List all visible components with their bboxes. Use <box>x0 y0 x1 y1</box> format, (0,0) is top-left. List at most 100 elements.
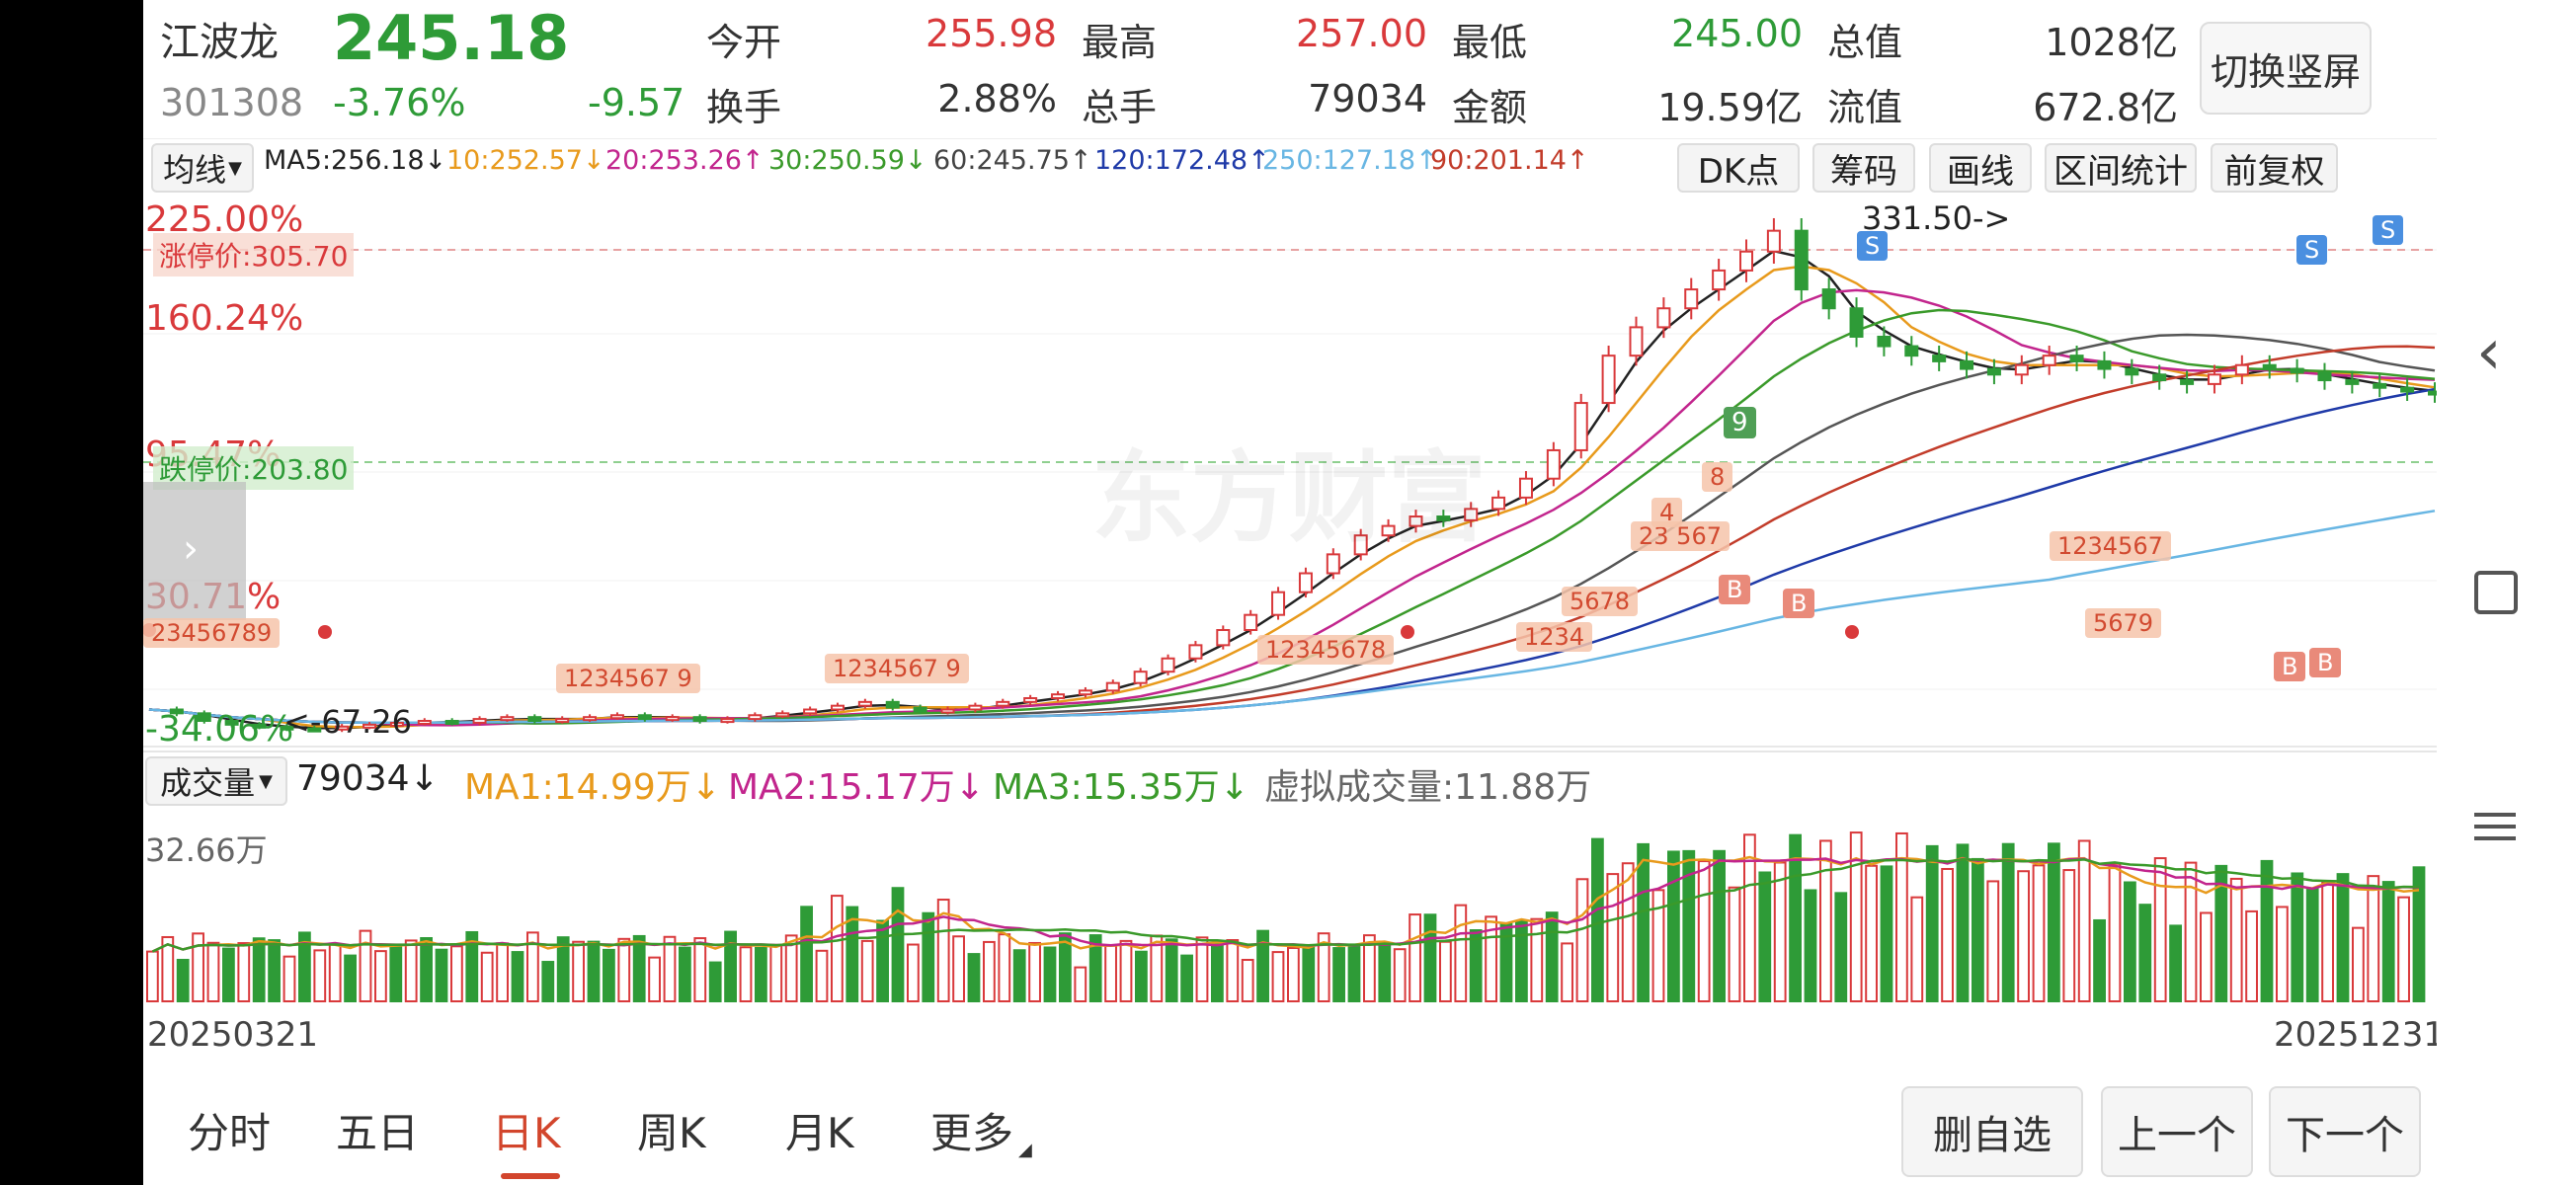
volume-ma3: MA3:15.35万↓ <box>993 767 1249 808</box>
candle-body <box>830 704 845 711</box>
volume-bar <box>617 937 631 1002</box>
volume-bar <box>2381 881 2395 1002</box>
candle-body <box>2125 367 2139 376</box>
candle-body <box>280 725 294 731</box>
volume-bar <box>587 940 601 1002</box>
active-tab-indicator <box>501 1173 560 1179</box>
volume-value: 79034↓ <box>296 758 440 799</box>
volume-bar <box>2153 857 2167 1002</box>
volume-bar <box>1637 842 1650 1002</box>
tab-intraday[interactable]: 分时 <box>188 1109 272 1157</box>
volume-bar <box>1165 938 1178 1002</box>
dk-point-button[interactable]: DK点 <box>1677 143 1800 193</box>
volume-bar <box>1393 948 1407 1002</box>
volume-bar <box>1119 939 1133 1002</box>
candle-body <box>1986 367 2001 376</box>
volume-bar <box>1682 849 1696 1002</box>
home-icon[interactable] <box>2474 571 2518 614</box>
volume-bar <box>1135 950 1148 1002</box>
candle-body <box>527 716 542 723</box>
tab-five-day[interactable]: 五日 <box>336 1109 420 1157</box>
volume-bar <box>556 936 570 1002</box>
volume-bar <box>1880 865 1893 1002</box>
candle-body <box>224 720 239 726</box>
switch-portrait-button[interactable]: 切换竖屏 <box>2200 22 2372 115</box>
volume-bar <box>1789 833 1802 1002</box>
volume-indicator-select[interactable]: 成交量 ▼ <box>145 756 287 806</box>
change-amount: -9.57 <box>588 81 685 124</box>
candle-body <box>1161 657 1175 673</box>
volume-bar <box>450 945 463 1003</box>
candle-body <box>555 718 570 724</box>
candle-body <box>720 718 735 724</box>
volume-bar <box>1910 896 1924 1002</box>
volume-bar <box>936 899 950 1002</box>
volume-bar <box>1074 966 1087 1003</box>
pct-bottom-label: -34.06% <box>145 709 294 750</box>
volume-bar <box>2291 872 2304 1002</box>
volume-bar <box>876 919 889 1002</box>
volume-chart[interactable]: 32.66万 <box>143 808 2437 1005</box>
candle-body <box>1518 477 1533 499</box>
more-corner-icon: ◢ <box>1018 1140 1032 1160</box>
volume-bar <box>1713 849 1726 1003</box>
signal-tag: 5678 <box>1562 587 1639 616</box>
side-panel-handle[interactable] <box>143 482 246 620</box>
tab-monthly-k[interactable]: 月K <box>785 1109 854 1157</box>
candle-body <box>803 708 818 715</box>
back-icon[interactable]: ‹ <box>2476 316 2502 389</box>
stat-cap-label: 总值 <box>1827 21 1903 64</box>
volume-ma1: MA1:14.99万↓ <box>464 767 721 808</box>
adjust-button[interactable]: 前复权 <box>2211 143 2338 193</box>
volume-bar <box>1972 857 1984 1003</box>
chips-button[interactable]: 筹码 <box>1812 143 1915 193</box>
volume-bar <box>755 946 767 1002</box>
volume-bar <box>1271 951 1285 1003</box>
candle-body <box>637 714 652 721</box>
volume-bar <box>983 940 996 1002</box>
next-stock-button[interactable]: 下一个 <box>2269 1086 2421 1177</box>
signal-tag: S <box>2296 235 2328 265</box>
tab-weekly-k[interactable]: 周K <box>637 1109 706 1157</box>
volume-bar <box>663 935 677 1002</box>
tab-daily-k[interactable]: 日K <box>492 1109 561 1157</box>
volume-bar <box>2229 877 2243 1002</box>
candle-body <box>389 721 404 727</box>
signal-tag: 1234567 <box>2050 531 2171 561</box>
tab-more[interactable]: 更多 <box>930 1109 1014 1157</box>
candle-body <box>1656 307 1671 329</box>
volume-bar <box>2260 859 2274 1003</box>
candle-body <box>2069 355 2084 362</box>
volume-bar <box>2352 926 2365 1002</box>
low-label: <-67.26 <box>283 703 412 741</box>
candle-body <box>1216 629 1231 647</box>
previous-stock-button[interactable]: 上一个 <box>2101 1086 2253 1177</box>
stock-code: 301308 <box>160 81 304 124</box>
volume-bar <box>1849 831 1863 1002</box>
volume-bar <box>1241 959 1254 1002</box>
candle-body <box>968 704 983 711</box>
volume-bar <box>1865 864 1878 1002</box>
volume-bar <box>1347 946 1361 1002</box>
volume-svg <box>146 831 2426 1003</box>
kline-chart[interactable]: 东方财富 225.00% 涨停价:305.70 160.24% 95.47% 跌… <box>143 196 2437 750</box>
candle-body <box>1821 288 1836 310</box>
candle-body <box>1105 681 1120 692</box>
volume-bar <box>1515 919 1528 1002</box>
volume-bar <box>2124 881 2136 1002</box>
candle-body <box>1409 515 1423 527</box>
volume-bar <box>1180 954 1193 1003</box>
candle-body <box>1794 229 1809 291</box>
stat-high-label: 最高 <box>1082 21 1158 64</box>
volume-bar <box>967 953 981 1002</box>
volume-bar <box>739 946 753 1002</box>
volume-bar <box>769 944 783 1002</box>
menu-icon[interactable] <box>2474 805 2516 848</box>
volume-bar <box>1651 889 1665 1002</box>
signal-tag: 5679 <box>2085 608 2162 638</box>
candle-body <box>1712 269 1727 291</box>
indicator-select[interactable]: 均线 ▼ <box>151 143 254 193</box>
interval-stats-button[interactable]: 区间统计 <box>2045 143 2197 193</box>
remove-watchlist-button[interactable]: 删自选 <box>1901 1086 2083 1177</box>
draw-line-button[interactable]: 画线 <box>1929 143 2032 193</box>
